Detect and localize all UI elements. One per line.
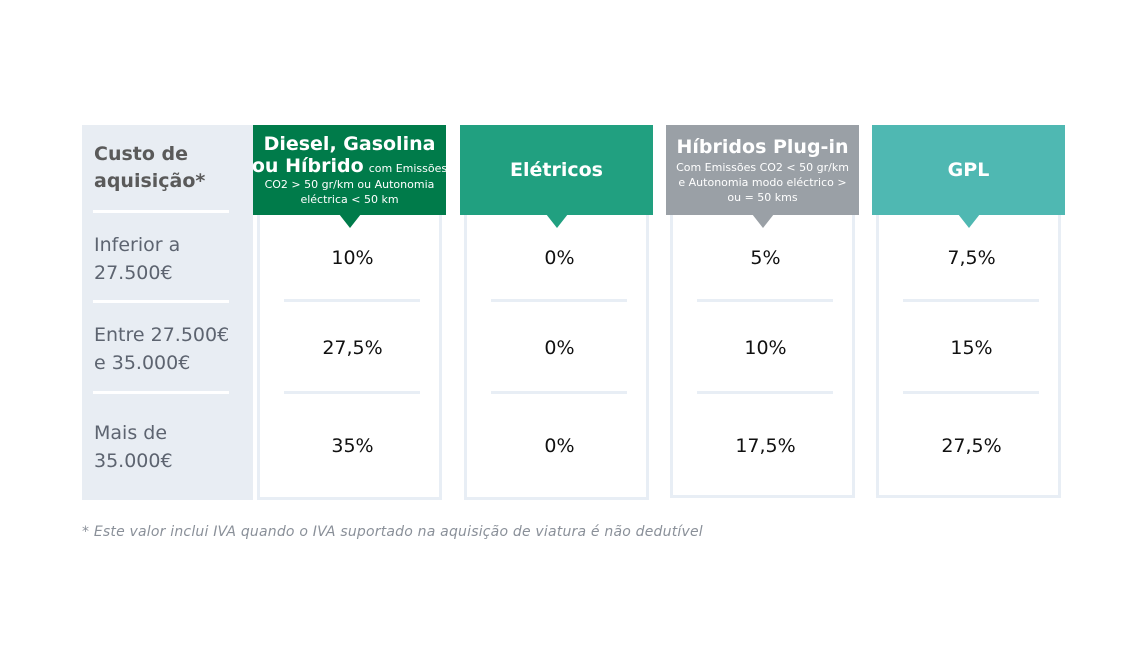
cell-value: 10% bbox=[331, 247, 374, 269]
cell-value: 17,5% bbox=[735, 435, 796, 457]
column-body: 0% 0% 0% bbox=[464, 213, 649, 500]
divider bbox=[93, 210, 229, 213]
column-subtitle: CO2 > 50 gr/km ou Autonomia eléctrica < … bbox=[264, 178, 435, 206]
divider bbox=[284, 299, 420, 302]
cell-value: 35% bbox=[331, 435, 374, 457]
footnote: * Este valor inclui IVA quando o IVA sup… bbox=[82, 524, 703, 540]
cell-value: 10% bbox=[744, 337, 787, 359]
row-label-2: Entre 27.500€ e 35.000€ bbox=[94, 324, 230, 374]
cell-value: 0% bbox=[544, 337, 575, 359]
row-label-3: Mais de 35.000€ bbox=[94, 422, 173, 472]
header-pointer bbox=[958, 214, 980, 228]
header-pointer bbox=[339, 214, 361, 228]
column-title: GPL bbox=[947, 159, 990, 181]
divider bbox=[697, 391, 833, 394]
column-header: GPL bbox=[872, 125, 1065, 215]
column-subtitle: Com Emissões CO2 < 50 gr/km e Autonomia … bbox=[676, 160, 849, 204]
cell-value: 5% bbox=[750, 247, 781, 269]
divider bbox=[284, 391, 420, 394]
divider bbox=[93, 300, 229, 303]
cell-value: 15% bbox=[950, 337, 993, 359]
column-body: 7,5% 15% 27,5% bbox=[876, 213, 1061, 498]
column-title: Elétricos bbox=[510, 159, 603, 181]
cell-value: 27,5% bbox=[941, 435, 1002, 457]
column-title: Híbridos Plug-in bbox=[676, 135, 849, 158]
table-header-label: Custo de aquisição* bbox=[94, 143, 206, 192]
divider bbox=[903, 299, 1039, 302]
divider bbox=[491, 299, 627, 302]
divider bbox=[93, 391, 229, 394]
column-body: 5% 10% 17,5% bbox=[670, 213, 855, 498]
column-body: 10% 27,5% 35% bbox=[257, 213, 442, 500]
row-labels-panel: Custo de aquisição* Inferior a 27.500€ E… bbox=[82, 125, 253, 500]
column-title: Diesel, Gasolina bbox=[263, 133, 436, 155]
header-pointer bbox=[546, 214, 568, 228]
header-pointer bbox=[752, 214, 774, 228]
divider bbox=[491, 391, 627, 394]
column-subtitle-inline: com Emissões bbox=[368, 162, 448, 175]
cell-value: 0% bbox=[544, 435, 575, 457]
column-header: Diesel, Gasolina ou Híbrido com Emissões… bbox=[252, 125, 447, 215]
divider bbox=[697, 299, 833, 302]
column-title-line2: ou Híbrido com Emissões bbox=[252, 155, 447, 177]
cell-value: 0% bbox=[544, 247, 575, 269]
column-header: Elétricos bbox=[460, 125, 653, 215]
column-header: Híbridos Plug-in Com Emissões CO2 < 50 g… bbox=[666, 125, 859, 215]
cell-value: 7,5% bbox=[947, 247, 996, 269]
row-label-1: Inferior a 27.500€ bbox=[94, 234, 181, 284]
cell-value: 27,5% bbox=[322, 337, 383, 359]
column-title-2: ou Híbrido bbox=[251, 155, 364, 177]
divider bbox=[903, 391, 1039, 394]
